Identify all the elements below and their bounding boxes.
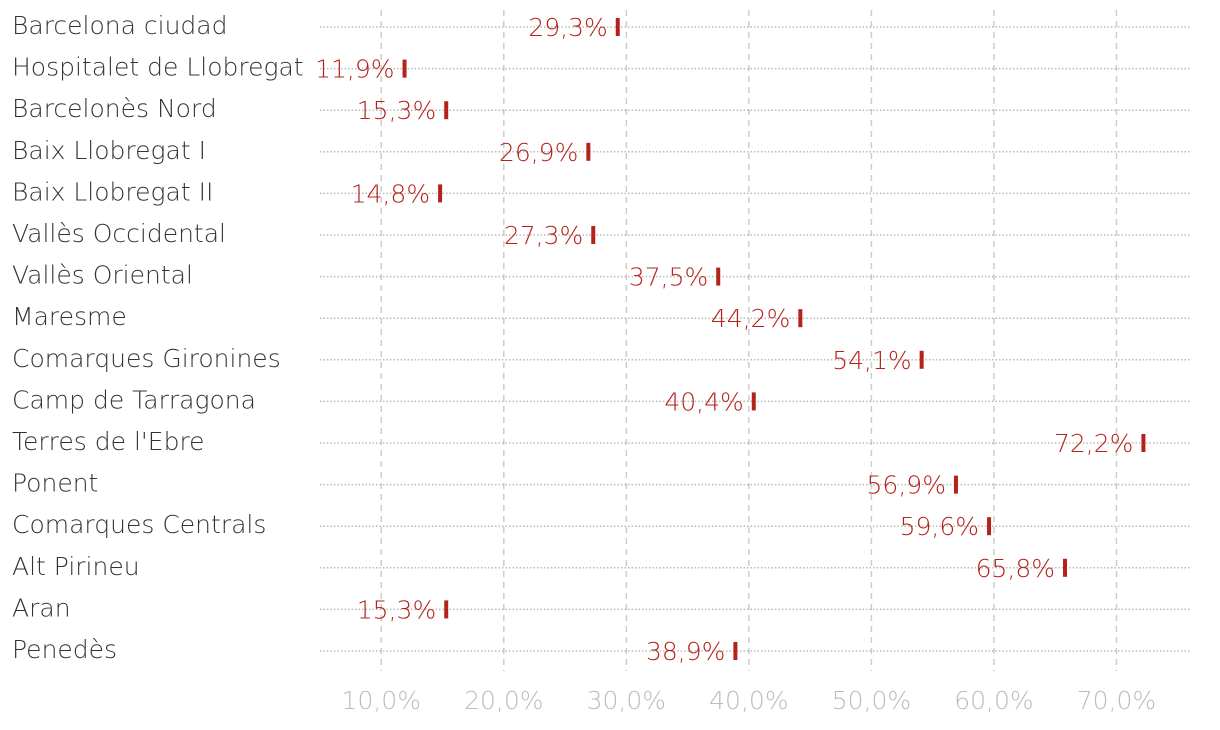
- category-label: Penedès: [12, 635, 117, 664]
- value-label: 56,9%: [867, 471, 946, 500]
- value-label: 72,2%: [1054, 429, 1133, 458]
- category-label: Aran: [12, 593, 71, 622]
- category-label: Maresme: [12, 302, 127, 331]
- x-tick-label: 10,0%: [342, 686, 421, 715]
- category-label: Ponent: [12, 469, 98, 498]
- tick-mark: [733, 642, 738, 660]
- category-label: Camp de Tarragona: [12, 385, 256, 414]
- x-tick-label: 50,0%: [832, 686, 911, 715]
- category-label: Baix Llobregat II: [12, 177, 213, 206]
- tick-mark: [987, 517, 992, 536]
- category-label: Comarques Gironines: [12, 344, 281, 373]
- tick-mark: [798, 309, 803, 328]
- category-label: Baix Llobregat I: [12, 136, 206, 165]
- category-label: Hospitalet de Llobregat: [12, 53, 304, 82]
- tick-mark: [1063, 558, 1068, 577]
- value-label: 40,4%: [664, 387, 743, 416]
- tick-mark: [402, 59, 407, 78]
- tick-mark: [953, 475, 958, 494]
- value-label: 44,2%: [711, 304, 790, 333]
- tick-mark: [444, 600, 449, 619]
- tick-mark: [586, 142, 591, 161]
- category-label: Vallès Oriental: [12, 261, 193, 290]
- tick-mark: [919, 350, 924, 369]
- value-label: 54,1%: [832, 346, 911, 375]
- category-label: Terres de l'Ebre: [12, 427, 205, 456]
- tick-mark: [591, 226, 596, 244]
- category-label: Comarques Centrals: [12, 510, 266, 539]
- tick-mark: [1141, 434, 1146, 452]
- category-label: Barcelona ciudad: [12, 11, 228, 40]
- x-tick-label: 20,0%: [464, 686, 543, 715]
- category-label: Alt Pirineu: [12, 552, 140, 581]
- value-label: 26,9%: [499, 138, 578, 167]
- x-tick-label: 40,0%: [709, 686, 788, 715]
- value-label: 15,3%: [357, 595, 436, 624]
- value-label: 37,5%: [629, 263, 708, 292]
- tick-mark: [615, 18, 620, 36]
- category-label: Vallès Occidental: [12, 219, 226, 248]
- tick-mark: [438, 184, 443, 203]
- value-label: 27,3%: [504, 221, 583, 250]
- x-tick-label: 70,0%: [1077, 686, 1156, 715]
- tick-mark: [444, 101, 449, 120]
- value-label: 29,3%: [528, 13, 607, 42]
- tick-mark: [751, 392, 756, 411]
- x-tick-label: 60,0%: [954, 686, 1033, 715]
- value-label: 15,3%: [357, 96, 436, 125]
- category-label: Barcelonès Nord: [12, 94, 217, 123]
- value-label: 65,8%: [976, 554, 1055, 583]
- value-label: 14,8%: [351, 179, 430, 208]
- tick-mark: [716, 267, 721, 286]
- value-label: 11,9%: [315, 55, 394, 84]
- x-tick-label: 30,0%: [587, 686, 666, 715]
- value-label: 59,6%: [900, 512, 979, 541]
- value-label: 38,9%: [646, 637, 725, 666]
